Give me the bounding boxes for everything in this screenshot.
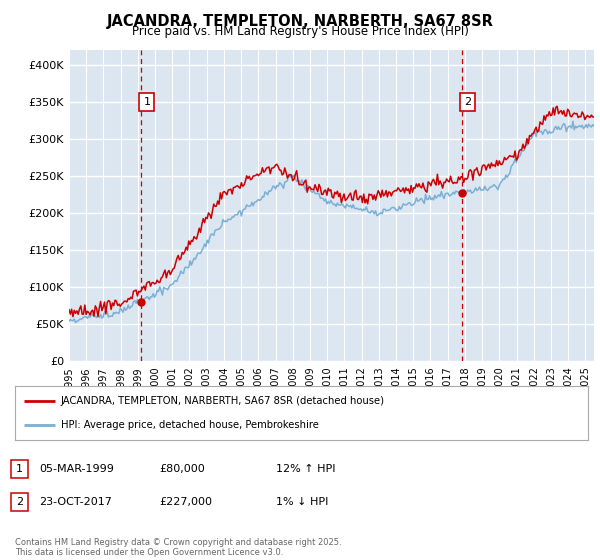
Text: JACANDRA, TEMPLETON, NARBERTH, SA67 8SR (detached house): JACANDRA, TEMPLETON, NARBERTH, SA67 8SR … (61, 396, 385, 406)
Text: 2: 2 (16, 497, 23, 507)
Text: Price paid vs. HM Land Registry's House Price Index (HPI): Price paid vs. HM Land Registry's House … (131, 25, 469, 38)
Text: 1: 1 (16, 464, 23, 474)
Text: £80,000: £80,000 (159, 464, 205, 474)
Text: 05-MAR-1999: 05-MAR-1999 (39, 464, 114, 474)
Text: HPI: Average price, detached house, Pembrokeshire: HPI: Average price, detached house, Pemb… (61, 420, 319, 430)
Text: £227,000: £227,000 (159, 497, 212, 507)
Text: JACANDRA, TEMPLETON, NARBERTH, SA67 8SR: JACANDRA, TEMPLETON, NARBERTH, SA67 8SR (107, 14, 493, 29)
Text: 1% ↓ HPI: 1% ↓ HPI (276, 497, 328, 507)
Text: Contains HM Land Registry data © Crown copyright and database right 2025.
This d: Contains HM Land Registry data © Crown c… (15, 538, 341, 557)
Text: 2: 2 (464, 97, 472, 107)
Text: 12% ↑ HPI: 12% ↑ HPI (276, 464, 335, 474)
Text: 1: 1 (143, 97, 151, 107)
Text: 23-OCT-2017: 23-OCT-2017 (39, 497, 112, 507)
